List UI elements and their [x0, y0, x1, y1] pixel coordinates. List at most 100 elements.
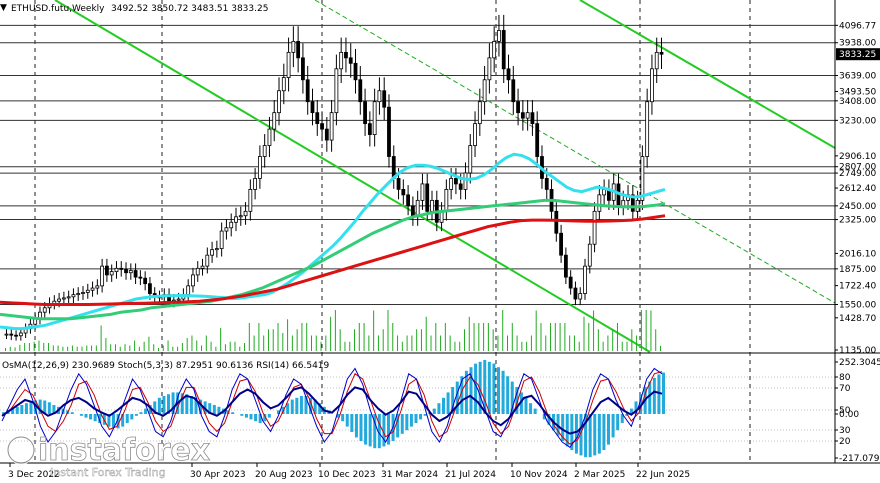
- time-tick-label: 21 Jul 2024: [445, 470, 496, 480]
- volume-bar: [554, 323, 556, 351]
- osma-bar: [565, 414, 569, 447]
- osma-bar: [506, 376, 510, 414]
- osma-bar: [29, 401, 33, 414]
- volume-bar: [43, 343, 45, 351]
- osma-bar: [620, 414, 624, 423]
- volume-bar: [114, 344, 116, 351]
- price-tick-label: 2016.10: [839, 249, 876, 259]
- volume-bar: [244, 343, 246, 351]
- stoch-main-line: [1, 367, 663, 448]
- candle-body: [119, 267, 124, 270]
- candle-body: [645, 101, 650, 157]
- oscillator-subwindow: [0, 352, 880, 458]
- volume-bar: [368, 335, 370, 351]
- osma-bar: [524, 397, 528, 414]
- volume-bar: [502, 310, 504, 351]
- volume-bar: [181, 343, 183, 351]
- time-tick-label: 30 Apr 2023: [190, 470, 246, 480]
- volume-bar: [626, 341, 628, 351]
- osma-bar: [639, 394, 643, 414]
- price-tick-label: 1875.00: [839, 265, 876, 275]
- ma-mid-line: [0, 198, 666, 321]
- volume-bar: [550, 323, 552, 351]
- current-price-label: 3833.25: [839, 50, 876, 60]
- candle-body: [81, 292, 85, 294]
- osma-bar: [263, 414, 267, 422]
- candle-body: [95, 285, 100, 289]
- volume-bar: [478, 323, 480, 351]
- osma-bar: [350, 414, 354, 432]
- candle-body: [554, 210, 559, 234]
- candle-body: [640, 156, 645, 201]
- osma-bar: [286, 403, 290, 414]
- osma-bar: [579, 414, 583, 456]
- volume-bar: [119, 346, 121, 351]
- candle-body: [296, 41, 301, 59]
- osma-bar: [309, 397, 313, 414]
- candle-body: [363, 101, 367, 125]
- volume-bar: [420, 329, 422, 351]
- volume-bar: [535, 310, 537, 351]
- osma-bar: [387, 414, 390, 445]
- osma-bar: [460, 376, 464, 414]
- volume-bar: [282, 333, 284, 351]
- osma-bar: [295, 397, 299, 414]
- candle-body: [578, 293, 583, 300]
- candle-body: [248, 188, 253, 212]
- osma-bar: [364, 414, 368, 445]
- candle-body: [105, 265, 109, 276]
- volume-bar: [473, 323, 475, 351]
- osma-bar: [304, 396, 308, 414]
- osma-bar: [240, 414, 244, 416]
- candle-body: [583, 265, 587, 294]
- osma-bar: [497, 367, 500, 414]
- volume-bar: [487, 323, 489, 351]
- candle-body: [90, 287, 95, 291]
- volume-bar: [588, 323, 590, 351]
- price-tick-label: 1722.40: [839, 282, 876, 292]
- candle-body: [214, 248, 219, 251]
- volume-bar: [277, 323, 279, 351]
- candle-body: [530, 112, 535, 125]
- volume-bar: [607, 335, 609, 351]
- osma-bar: [510, 381, 514, 414]
- candle-body: [525, 112, 530, 119]
- volume-bar: [597, 329, 599, 351]
- osma-bar: [43, 400, 47, 414]
- volume-bar: [616, 323, 618, 351]
- volume-bar: [76, 346, 78, 351]
- candle-body: [334, 68, 339, 114]
- osma-bar: [657, 374, 661, 414]
- candle-body: [310, 101, 315, 114]
- osma-bar: [354, 414, 358, 438]
- volume-bar: [573, 335, 575, 351]
- osma-bar: [419, 414, 423, 420]
- candle-body: [257, 156, 262, 179]
- price-tick-label: 3938.00: [839, 39, 876, 49]
- osma-bar: [244, 414, 248, 418]
- osma-bar: [112, 414, 115, 428]
- candle-body: [630, 194, 635, 212]
- volume-bar: [138, 346, 140, 351]
- osma-bar: [341, 414, 345, 422]
- candle-body: [501, 30, 506, 70]
- candle-body: [124, 269, 128, 274]
- osma-bar: [662, 372, 665, 414]
- volume-bar: [339, 329, 341, 351]
- volume-bar: [425, 316, 427, 351]
- osma-bar: [519, 392, 523, 414]
- candle-body: [353, 62, 358, 81]
- candle-body: [109, 271, 114, 276]
- watermark: instaforex Instant Forex Trading: [6, 433, 211, 479]
- candle-body: [205, 254, 210, 267]
- osma-bar: [515, 387, 519, 414]
- price-tick-label: 1428.70: [839, 314, 876, 324]
- candle-body: [18, 332, 23, 337]
- ohlc-label: 3492.52 3850.72 3483.51 3833.25: [111, 4, 268, 14]
- volume-bar: [530, 335, 532, 351]
- osma-bar: [208, 403, 212, 414]
- volume-bar: [210, 341, 212, 351]
- volume-bar: [24, 343, 26, 351]
